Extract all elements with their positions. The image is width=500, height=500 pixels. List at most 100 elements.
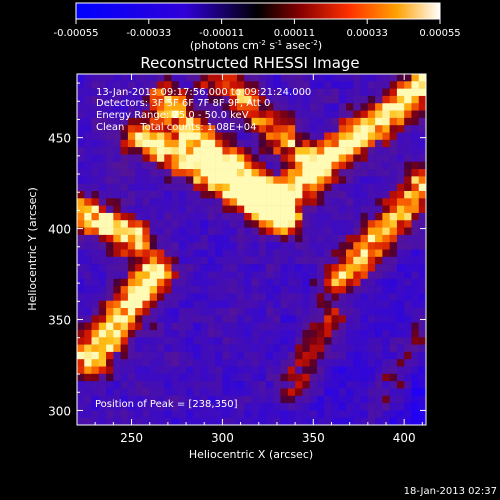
heatmap-cell <box>302 169 310 177</box>
heatmap-cell <box>273 139 281 148</box>
heatmap-cell <box>127 169 136 177</box>
heatmap-cell <box>331 366 340 375</box>
heatmap-cell <box>91 388 100 397</box>
heatmap-cell <box>389 125 398 133</box>
heatmap-cell <box>251 205 260 214</box>
heatmap-cell <box>331 191 340 199</box>
heatmap-cell <box>106 191 114 199</box>
heatmap-cell <box>251 373 260 382</box>
heatmap-cell <box>353 154 361 163</box>
heatmap-cell <box>346 293 354 301</box>
heatmap-cell <box>280 117 289 126</box>
heatmap-cell <box>367 125 376 133</box>
heatmap-cell <box>229 227 238 236</box>
heatmap-cell <box>404 278 412 287</box>
heatmap-cell <box>236 366 245 375</box>
heatmap-cell <box>84 88 92 97</box>
heatmap-cell <box>309 176 318 184</box>
heatmap-cell <box>266 125 274 133</box>
heatmap-cell <box>207 154 216 163</box>
heatmap-cell <box>113 351 121 360</box>
heatmap-cell <box>149 322 158 331</box>
heatmap-cell <box>120 308 129 316</box>
heatmap-cell <box>98 169 107 177</box>
heatmap-cell <box>142 169 151 177</box>
heatmap-cell <box>396 256 405 265</box>
heatmap-cell <box>353 337 361 345</box>
heatmap-cell <box>280 154 289 163</box>
heatmap-cell <box>404 176 412 184</box>
heatmap-cell <box>287 278 296 287</box>
heatmap-cell <box>98 300 107 309</box>
heatmap-cell <box>127 322 136 331</box>
heatmap-cell <box>258 132 267 141</box>
heatmap-cell <box>149 308 158 316</box>
heatmap-cell <box>120 139 129 148</box>
heatmap-cell <box>171 395 180 404</box>
heatmap-cell <box>171 249 180 258</box>
heatmap-cell <box>113 300 121 309</box>
heatmap-cell <box>106 351 114 360</box>
heatmap-cell <box>236 220 245 228</box>
heatmap-cell <box>178 198 187 206</box>
heatmap-cell <box>258 88 267 97</box>
heatmap-cell <box>375 139 383 148</box>
heatmap-cell <box>389 256 398 265</box>
heatmap-cell <box>200 293 209 301</box>
heatmap-cell <box>77 176 85 184</box>
heatmap-cell <box>316 388 325 397</box>
heatmap-cell <box>418 212 427 221</box>
heatmap-cell <box>222 205 230 214</box>
heatmap-cell <box>171 110 180 119</box>
heatmap-cell <box>193 103 201 111</box>
heatmap-cell <box>84 198 92 206</box>
heatmap-cell <box>316 351 325 360</box>
heatmap-cell <box>98 381 107 389</box>
heatmap-cell <box>91 300 100 309</box>
heatmap-cell <box>229 183 238 192</box>
heatmap-cell <box>280 293 289 301</box>
heatmap-cell <box>77 220 85 228</box>
heatmap-cell <box>295 271 303 280</box>
heatmap-cell <box>236 132 245 141</box>
heatmap-cell <box>324 344 332 353</box>
heatmap-cell <box>215 242 223 250</box>
heatmap-cell <box>193 95 201 104</box>
heatmap-cell <box>207 125 216 133</box>
heatmap-cell <box>389 410 398 418</box>
heatmap-cell <box>229 359 238 367</box>
heatmap-cell <box>287 388 296 397</box>
heatmap-cell <box>382 359 390 367</box>
heatmap-cell <box>287 410 296 418</box>
heatmap-cell <box>418 278 427 287</box>
heatmap-cell <box>178 293 187 301</box>
heatmap-cell <box>360 95 369 104</box>
heatmap-cell <box>200 161 209 170</box>
heatmap-cell <box>77 417 85 426</box>
heatmap-cell <box>236 403 245 411</box>
heatmap-cell <box>106 154 114 163</box>
heatmap-cell <box>200 351 209 360</box>
heatmap-cell <box>324 329 332 338</box>
x-axis: 250 300 350 400 <box>94 74 423 445</box>
heatmap-cell <box>338 110 347 119</box>
heatmap-cell <box>120 154 129 163</box>
heatmap-cell <box>178 249 187 258</box>
heatmap-cell <box>207 351 216 360</box>
heatmap-cell <box>324 351 332 360</box>
heatmap-cell <box>171 315 180 323</box>
heatmap-cell <box>360 74 369 82</box>
heatmap-cell <box>120 191 129 199</box>
heatmap-cell <box>229 110 238 119</box>
heatmap-cell <box>135 381 143 389</box>
heatmap-cell <box>316 103 325 111</box>
heatmap-cell <box>251 278 260 287</box>
heatmap-cell <box>331 74 340 82</box>
heatmap-cell <box>266 242 274 250</box>
heatmap-cell <box>353 403 361 411</box>
heatmap-cell <box>207 329 216 338</box>
heatmap-cell <box>215 286 223 294</box>
heatmap-cell <box>164 410 172 418</box>
heatmap-cell <box>236 88 245 97</box>
heatmap-cell <box>156 161 165 170</box>
